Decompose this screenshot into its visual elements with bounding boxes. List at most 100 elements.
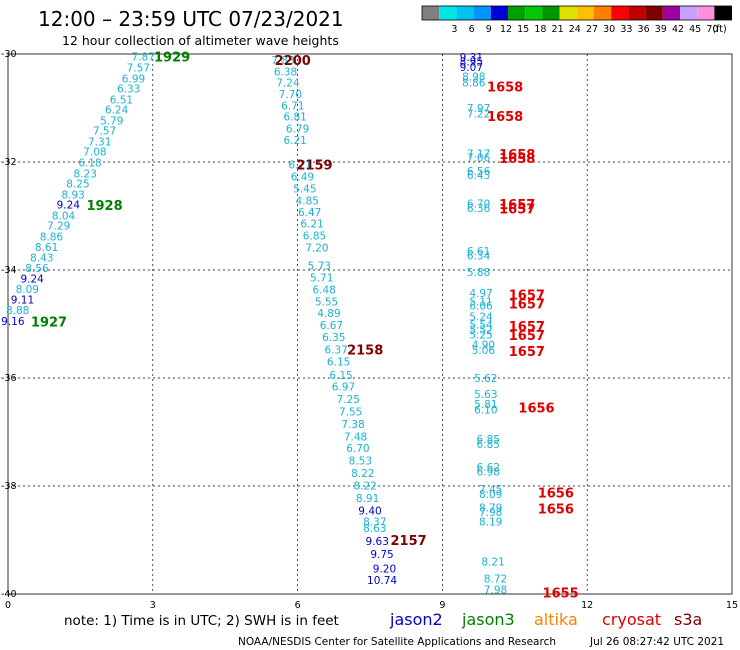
legend-jason2: jason2 (389, 610, 443, 629)
colorbar-tick-label: 33 (620, 24, 632, 35)
wave-height-label: 6.18 (78, 158, 101, 170)
pass-time-label: 1657 (509, 297, 545, 312)
colorbar-swatch (508, 6, 526, 20)
wave-height-label: 8.79 (479, 503, 502, 515)
wave-height-label: 8.61 (35, 242, 58, 254)
wave-height-label: 8.19 (479, 517, 502, 529)
axis-ticks: 0 3 6 9 12 15 -30 -32 -34 -36 -38 -40 (1, 49, 738, 611)
pass-time-label: 1657 (509, 288, 545, 303)
x-tick-label: 12 (581, 600, 593, 611)
wave-height-label: 8.43 (30, 253, 53, 265)
wave-height-label: 5.06 (472, 345, 496, 357)
y-tick-label: -38 (1, 481, 17, 492)
wave-height-label: 6.98 (477, 466, 500, 478)
wave-height-label: 8.63 (363, 523, 386, 535)
wave-height-label: 7.98 (484, 585, 507, 597)
wave-height-label: 4.90 (472, 340, 495, 352)
x-tick-label: 9 (439, 600, 445, 611)
y-tick-label: -36 (1, 373, 17, 384)
pass-time-label: 1656 (538, 486, 574, 501)
pass-time-label: 1929 (154, 51, 190, 66)
wave-height-label: 7.20 (305, 242, 328, 254)
wave-height-label: 8.91 (356, 493, 379, 505)
colorbar-tick-label: 70 (706, 24, 718, 35)
wave-height-label: 8.09 (479, 489, 502, 501)
wave-height-label: 6.56 (467, 166, 491, 178)
colorbar-tick-label: 15 (517, 24, 529, 35)
colorbar-swatch (490, 6, 508, 20)
wave-height-label: 7.70 (279, 89, 302, 101)
wave-height-label: 7.57 (93, 126, 116, 138)
wave-height-label: 9.07 (460, 62, 483, 74)
wave-height-label: 5.62 (474, 373, 497, 385)
wave-height-label: 7.38 (341, 419, 364, 431)
x-tick-label: 15 (726, 600, 738, 611)
wave-height-label: 8.04 (52, 210, 76, 222)
wave-height-label: 7.22 (467, 108, 490, 120)
wave-height-label: 8.22 (351, 468, 374, 480)
wave-height-label: 9.31 (460, 52, 483, 64)
wave-height-label: 9.40 (358, 505, 381, 517)
wave-height-label: 8.22 (353, 480, 376, 492)
colorbar-tick-label: 42 (672, 24, 684, 35)
wave-height-label: 7.25 (337, 394, 360, 406)
colorbar-swatch (594, 6, 612, 20)
pass-time-label: 2157 (391, 534, 427, 549)
wave-height-label: 7.87 (131, 52, 154, 64)
wave-height-label: 6.61 (467, 246, 490, 258)
colorbar-swatch (439, 6, 457, 20)
pass-time-label: 1656 (538, 503, 574, 518)
wave-height-label: 7.57 (127, 63, 150, 75)
pass-time-label: 1657 (509, 320, 545, 335)
wave-height-label: 7.98 (479, 507, 502, 519)
wave-height-label: 8.23 (74, 168, 97, 180)
pass-time-label: 2158 (347, 343, 383, 358)
wave-height-label: 6.62 (477, 462, 500, 474)
colorbar-tick-label: 6 (469, 24, 475, 35)
pass-time-label: 1658 (499, 148, 535, 163)
wave-height-label: 6.34 (467, 250, 491, 262)
wave-height-label: 8.98 (462, 72, 485, 84)
x-tick-label: 0 (5, 600, 11, 611)
footer-timestamp: Jul 26 08:27:42 UTC 2021 (589, 636, 724, 648)
pass-time-label: 1657 (499, 198, 535, 213)
colorbar-tick-label: 45 (689, 24, 701, 35)
colorbar-swatch (473, 6, 491, 20)
wave-height-label: 8.56 (25, 263, 49, 275)
wave-height-label: 6.85 (477, 439, 500, 451)
wave-height-label: 9.16 (1, 316, 25, 328)
pass-time-label: 1658 (487, 110, 523, 125)
wave-height-label: 4.89 (317, 308, 340, 320)
wave-height-label: 7.55 (339, 406, 362, 418)
wave-height-label: 5.54 (469, 320, 493, 332)
colorbar-swatch (645, 6, 663, 20)
colorbar-swatch (559, 6, 577, 20)
wave-height-label: 5.71 (310, 273, 333, 285)
legend-s3a: s3a (674, 610, 702, 629)
wave-height-label: 6.15 (329, 370, 352, 382)
wave-height-label: 5.45 (293, 183, 316, 195)
wave-height-label: 6.81 (283, 112, 306, 124)
pass-time-label: 2159 (296, 159, 332, 174)
pass-time-label: 1928 (86, 199, 122, 214)
wave-height-label: 7.06 (467, 153, 491, 165)
colorbar-tick-label: 12 (500, 24, 512, 35)
wave-height-label: 7.48 (344, 431, 367, 443)
wave-height-label: 6.15 (327, 356, 350, 368)
wave-height-label: 5.11 (469, 296, 492, 308)
wave-height-label: 6.67 (320, 320, 343, 332)
wave-height-label: 6.49 (291, 172, 314, 184)
legend-jason3: jason3 (461, 610, 515, 629)
wave-height-label: 8.95 (460, 57, 483, 69)
wave-height-label: 6.48 (312, 284, 335, 296)
plot-area (7, 53, 733, 595)
wave-height-label: 6.21 (300, 219, 323, 231)
pass-time-label: 1657 (499, 202, 535, 217)
map-subtitle: 12 hour collection of altimeter wave hei… (62, 33, 339, 48)
wave-height-label: 6.24 (105, 105, 129, 117)
wave-height-label: 6.79 (286, 124, 309, 136)
wave-height-label: 6.36 (467, 203, 491, 215)
wave-height-label: 4.97 (469, 288, 492, 300)
satellite-legend: jason2 jason3 altika cryosat s3a (389, 610, 702, 629)
